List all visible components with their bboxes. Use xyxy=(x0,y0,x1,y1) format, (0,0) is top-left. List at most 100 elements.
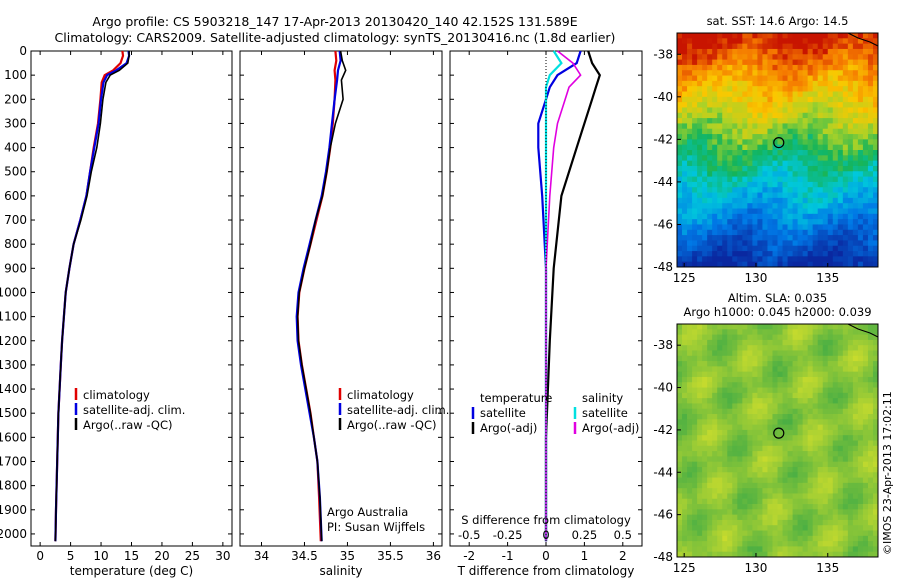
map-cell xyxy=(702,504,708,510)
map-cell xyxy=(732,229,738,236)
map-cell xyxy=(692,535,698,542)
map-cell xyxy=(702,488,708,494)
map-cell xyxy=(792,461,799,468)
map-cell xyxy=(727,514,733,521)
map-cell xyxy=(712,70,718,76)
map-cell xyxy=(732,165,738,172)
map-cell xyxy=(867,461,874,468)
map-cell xyxy=(727,208,733,215)
map-cell xyxy=(852,187,859,193)
map-cell xyxy=(727,219,733,225)
map-cell xyxy=(682,181,688,188)
map-cell xyxy=(817,80,824,87)
map-cell xyxy=(697,165,703,172)
map-cell xyxy=(687,408,693,415)
map-cell xyxy=(737,224,743,231)
map-cell xyxy=(822,75,829,82)
map-cell xyxy=(677,371,683,378)
map-cell xyxy=(827,466,834,473)
map-cell xyxy=(857,546,864,553)
map-cell xyxy=(687,102,693,108)
map-cell xyxy=(742,102,748,108)
map-cell xyxy=(717,134,723,140)
map-cell xyxy=(847,187,854,193)
map-cell xyxy=(767,118,773,124)
map-cell xyxy=(722,361,728,367)
map-cell xyxy=(767,376,773,383)
map-cell xyxy=(737,488,743,494)
map-cell xyxy=(852,33,859,39)
map-cell xyxy=(702,235,708,241)
map-cell xyxy=(722,38,728,45)
map-cell xyxy=(692,414,698,420)
map-cell xyxy=(807,261,814,268)
map-cell xyxy=(727,440,733,447)
map-cell xyxy=(832,150,839,156)
map-cell xyxy=(782,33,788,39)
map-cell xyxy=(812,541,819,547)
map-cell xyxy=(862,219,869,225)
plot-frame xyxy=(30,50,233,547)
map-cell xyxy=(747,181,753,188)
map-cell xyxy=(837,482,844,489)
map-cell xyxy=(737,355,743,362)
map-cell xyxy=(842,371,849,378)
map-cell xyxy=(712,355,718,362)
map-cell xyxy=(742,466,748,473)
map-cell xyxy=(707,387,713,394)
map-cell xyxy=(802,461,809,468)
map-cell xyxy=(802,251,809,257)
map-cell xyxy=(867,245,874,252)
map-cell xyxy=(737,33,743,39)
map-cell xyxy=(757,445,763,452)
map-cell xyxy=(857,424,864,431)
map-cell xyxy=(752,38,758,45)
map-cell xyxy=(702,435,708,441)
map-cell xyxy=(842,229,849,236)
map-cell xyxy=(857,514,864,521)
map-cell xyxy=(847,213,854,220)
map-cell xyxy=(842,171,849,177)
map-cell xyxy=(847,519,854,526)
map-cell xyxy=(697,224,703,231)
map-cell xyxy=(752,134,758,140)
map-cell xyxy=(687,350,693,357)
y-tick-label: -48 xyxy=(653,550,673,564)
map-cell xyxy=(802,514,809,521)
map-cell xyxy=(797,219,804,225)
map-cell xyxy=(832,456,839,463)
map-cell xyxy=(802,429,809,436)
map-cell xyxy=(752,54,758,60)
map-cell xyxy=(862,235,869,241)
map-cell xyxy=(802,546,809,553)
map-cell xyxy=(807,91,814,98)
map-cell xyxy=(837,366,844,373)
map-cell xyxy=(732,128,738,135)
map-cell xyxy=(827,240,834,247)
map-cell xyxy=(732,240,738,247)
map-cell xyxy=(812,392,819,399)
map-cell xyxy=(707,445,713,452)
map-cell xyxy=(872,224,879,231)
map-cell xyxy=(797,482,804,489)
map-cell xyxy=(842,361,849,367)
map-cell xyxy=(762,424,768,431)
map-cell xyxy=(867,96,874,103)
map-cell xyxy=(752,445,758,452)
map-cell xyxy=(722,256,728,263)
map-cell xyxy=(742,451,748,457)
map-cell xyxy=(727,155,733,162)
map-cell xyxy=(782,345,788,351)
map-cell xyxy=(717,165,723,172)
map-cell xyxy=(737,144,743,151)
map-cell xyxy=(712,414,718,420)
map-cell xyxy=(732,213,738,220)
map-cell xyxy=(732,219,738,225)
map-cell xyxy=(717,219,723,225)
map-cell xyxy=(737,155,743,162)
map-cell xyxy=(772,504,778,510)
map-cell xyxy=(802,530,809,537)
map-cell xyxy=(702,181,708,188)
map-cell xyxy=(777,509,783,516)
map-cell xyxy=(787,64,793,71)
